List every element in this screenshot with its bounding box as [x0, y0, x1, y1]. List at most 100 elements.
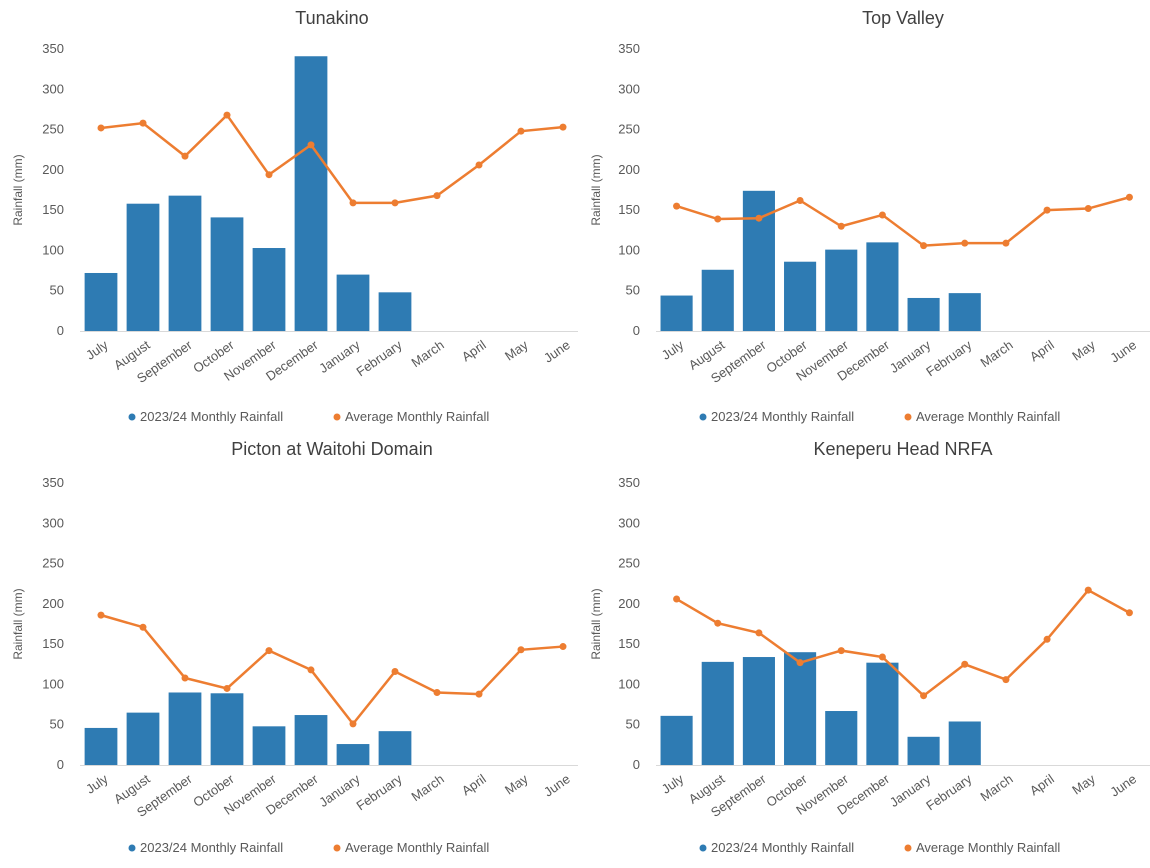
bar-november [252, 248, 286, 331]
chart-panel-3: Keneperu Head NRFA 0 50 100 150 200 250 300 350 R… [578, 432, 1150, 863]
y-tick-label: 150 [42, 202, 64, 217]
chart-title: Tunakino [295, 8, 368, 28]
y-tick-label: 350 [42, 41, 64, 56]
average-point-november [265, 171, 273, 179]
bar-july [84, 272, 118, 331]
average-point-june [1125, 609, 1133, 617]
average-line [676, 196, 1130, 247]
average-point-september [181, 674, 189, 682]
bar-july [84, 727, 118, 765]
bar-december [294, 56, 328, 331]
x-tick-label: February [923, 337, 975, 379]
bar-august [701, 661, 734, 765]
chart-svg-2: Picton at Waitohi Domain 0 50 100 150 200 250 3… [11, 439, 584, 855]
y-axis-label: Rainfall (mm) [589, 588, 603, 659]
legend-line-swatch [333, 413, 341, 421]
x-tick-label: March [409, 771, 447, 804]
average-point-june [559, 123, 567, 131]
y-tick-label: 350 [618, 475, 640, 490]
x-tick-label: June [1107, 771, 1139, 799]
legend-bar-label: 2023/24 Monthly Rainfall [711, 840, 854, 855]
x-tick-label: May [1069, 337, 1098, 364]
x-tick-label: February [353, 771, 405, 813]
y-tick-label: 100 [618, 242, 640, 257]
chart-title: Keneperu Head NRFA [813, 439, 992, 459]
y-tick-label: 200 [42, 596, 64, 611]
legend-bar-label: 2023/24 Monthly Rainfall [711, 409, 854, 424]
bar-january [336, 744, 370, 765]
average-point-november [837, 647, 845, 655]
legend: 2023/24 Monthly Rainfall Average Monthly … [128, 409, 489, 424]
average-point-march [1002, 239, 1010, 247]
legend-line-swatch [904, 413, 912, 421]
average-point-august [139, 119, 147, 127]
y-tick-label: 250 [42, 122, 64, 137]
average-point-may [1084, 586, 1092, 594]
average-point-september [755, 214, 763, 222]
average-line [100, 613, 564, 726]
average-line [100, 113, 564, 205]
average-point-july [97, 611, 105, 619]
legend-line-swatch [904, 844, 912, 852]
chart-panel-0: Tunakino 0 50 100 150 200 250 300 350 Rainfall (m… [0, 0, 584, 432]
bar-november [825, 711, 858, 765]
x-tick-label: May [502, 337, 531, 364]
average-point-october [796, 196, 804, 204]
x-tick-label: April [1027, 337, 1057, 364]
y-tick-label: 0 [633, 323, 640, 338]
x-tick-label: June [541, 771, 573, 799]
chart-svg-0: Tunakino 0 50 100 150 200 250 300 350 Rainfall (m… [11, 8, 584, 424]
x-tick-label: July [83, 771, 111, 797]
y-tick-label: 300 [618, 81, 640, 96]
average-point-may [1084, 205, 1092, 213]
y-tick-label: 250 [618, 556, 640, 571]
chart-panel-2: Picton at Waitohi Domain 0 50 100 150 200 250 3… [0, 432, 584, 863]
average-point-august [139, 623, 147, 631]
average-line [675, 588, 1131, 698]
y-tick-label: 200 [618, 596, 640, 611]
average-point-january [349, 720, 357, 728]
average-point-january [349, 199, 357, 207]
average-point-january [920, 692, 928, 700]
legend: 2023/24 Monthly Rainfall Average Monthly … [699, 840, 1060, 855]
average-point-april [1043, 635, 1051, 643]
y-tick-label: 200 [618, 162, 640, 177]
bar-december [866, 662, 899, 765]
x-tick-label: March [409, 337, 447, 370]
average-point-december [878, 211, 886, 219]
legend-line-swatch [333, 844, 341, 852]
bar-august [701, 269, 734, 331]
average-point-july [673, 202, 681, 210]
bar-january [907, 297, 940, 331]
bar-november [252, 726, 286, 765]
average-point-november [265, 647, 273, 655]
y-tick-label: 100 [42, 676, 64, 691]
x-tick-label: April [459, 771, 489, 798]
bar-january [336, 274, 370, 331]
average-point-february [391, 199, 399, 207]
average-point-december [307, 141, 315, 149]
x-tick-label: March [977, 771, 1015, 804]
y-tick-label: 100 [618, 676, 640, 691]
x-tick-label: June [1107, 337, 1139, 365]
x-tick-label: July [659, 337, 687, 363]
x-tick-label: February [353, 337, 405, 379]
y-axis-label: Rainfall (mm) [11, 588, 25, 659]
average-point-september [755, 629, 763, 637]
legend-bar-swatch [699, 844, 707, 852]
y-tick-label: 300 [42, 81, 64, 96]
chart-svg-1: Top Valley 0 50 100 150 200 250 300 350 Rainfall … [589, 8, 1150, 424]
x-tick-label: March [977, 337, 1015, 370]
legend: 2023/24 Monthly Rainfall Average Monthly … [128, 840, 489, 855]
bar-september [168, 692, 202, 765]
chart-svg-3: Keneperu Head NRFA 0 50 100 150 200 250 300 350 R… [589, 439, 1150, 855]
bar-january [907, 736, 940, 765]
bar-february [948, 721, 981, 765]
x-tick-label: July [659, 771, 687, 797]
bar-september [742, 190, 775, 331]
x-tick-label: February [923, 771, 975, 813]
bar-december [294, 715, 328, 765]
average-point-may [517, 127, 525, 135]
average-point-august [714, 619, 722, 627]
average-point-april [475, 690, 483, 698]
